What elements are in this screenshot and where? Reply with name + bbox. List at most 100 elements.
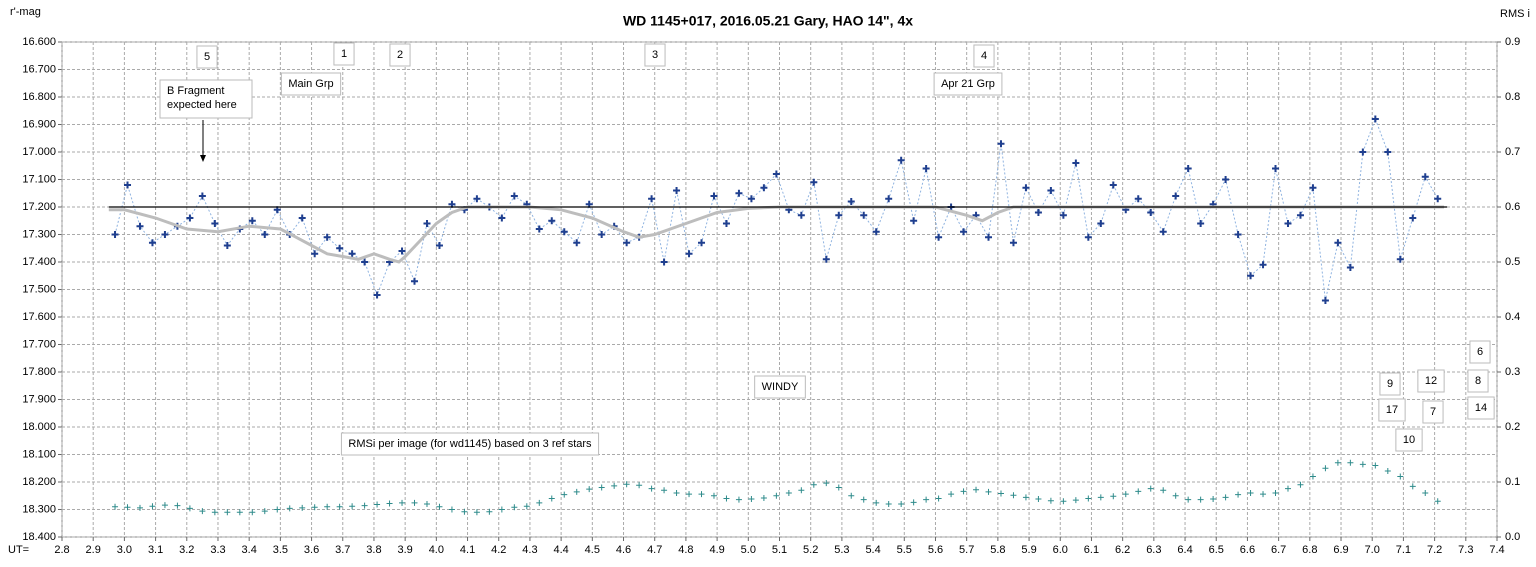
data-point xyxy=(423,501,430,507)
data-point xyxy=(274,506,281,513)
data-point xyxy=(710,492,717,499)
data-point xyxy=(985,488,992,495)
x-tick-label: 5.8 xyxy=(990,544,1005,556)
y-tick-label: 17.100 xyxy=(22,173,56,185)
data-point xyxy=(523,503,530,510)
data-point xyxy=(1097,220,1105,227)
data-point xyxy=(386,500,393,507)
data-point xyxy=(1160,487,1167,494)
data-point xyxy=(1072,159,1080,167)
y2-tick-label: 0.9 xyxy=(1505,36,1520,48)
annotation: 17 xyxy=(1378,398,1406,422)
data-point xyxy=(1110,493,1117,500)
data-point xyxy=(373,291,381,299)
annotation-box xyxy=(973,44,995,68)
data-point xyxy=(1159,228,1167,236)
data-point xyxy=(960,488,967,495)
data-point xyxy=(1359,461,1366,468)
data-point xyxy=(660,258,668,266)
y-tick-label: 18.100 xyxy=(22,448,56,460)
x-tick-label: 4.8 xyxy=(678,544,693,556)
data-point xyxy=(1384,148,1392,156)
data-point xyxy=(510,192,518,200)
data-point xyxy=(224,509,231,516)
data-point xyxy=(1322,465,1329,472)
data-point xyxy=(211,509,218,516)
x-tick-label: 5.7 xyxy=(959,544,974,556)
data-point xyxy=(573,239,581,247)
data-point xyxy=(1346,264,1354,271)
data-point xyxy=(873,499,880,506)
data-point xyxy=(411,499,418,506)
data-point xyxy=(673,187,681,194)
data-point xyxy=(261,231,269,238)
data-point xyxy=(698,239,706,247)
annotation-text: 14 xyxy=(1475,402,1487,414)
data-point xyxy=(1222,494,1229,501)
annotation: 3 xyxy=(644,43,666,67)
data-point xyxy=(860,496,867,503)
x-tick-label: 4.4 xyxy=(553,544,568,556)
data-point xyxy=(835,211,843,219)
x-tick-label: 3.1 xyxy=(148,544,163,556)
data-point xyxy=(511,504,518,511)
data-point xyxy=(236,509,243,516)
data-point xyxy=(211,220,219,227)
data-point xyxy=(498,506,505,513)
annotation-box xyxy=(754,375,806,399)
x-tick-label: 4.1 xyxy=(460,544,475,556)
annotation-box xyxy=(1378,398,1406,422)
data-point xyxy=(161,502,168,509)
data-point xyxy=(1135,488,1142,495)
annotation: B Fragment expected here xyxy=(159,79,253,162)
data-point xyxy=(798,487,805,494)
y-tick-label: 17.000 xyxy=(22,146,56,158)
data-point xyxy=(1210,496,1217,503)
data-point xyxy=(535,225,543,233)
data-point xyxy=(149,503,156,510)
data-point xyxy=(1147,209,1155,216)
data-point xyxy=(1284,220,1292,227)
data-point xyxy=(1184,165,1192,172)
data-point xyxy=(1234,231,1242,238)
y-tick-label: 17.300 xyxy=(22,228,56,240)
x-tick-label: 6.4 xyxy=(1177,544,1192,556)
annotation: 1 xyxy=(333,42,355,66)
annotation-box xyxy=(280,72,342,96)
data-point xyxy=(1297,481,1304,488)
data-point xyxy=(822,255,830,263)
annotation: 4 xyxy=(973,44,995,68)
data-point xyxy=(536,499,543,506)
data-point xyxy=(922,165,930,172)
data-point xyxy=(1247,490,1254,496)
data-point xyxy=(186,505,193,512)
data-point xyxy=(1109,181,1117,189)
x-tick-label: 6.3 xyxy=(1146,544,1161,556)
data-point xyxy=(735,189,743,197)
y2-tick-label: 0.2 xyxy=(1505,421,1520,433)
x-tick-label: 5.3 xyxy=(834,544,849,556)
annotation-box xyxy=(1417,369,1445,393)
data-point xyxy=(872,228,880,236)
data-point xyxy=(573,488,580,495)
data-point xyxy=(1309,473,1316,480)
data-point xyxy=(399,499,406,506)
data-point xyxy=(1309,184,1317,192)
data-point xyxy=(299,504,306,511)
data-point xyxy=(1272,490,1279,496)
x-tick-label: 4.5 xyxy=(585,544,600,556)
data-point xyxy=(1247,272,1255,280)
annotation-text: 7 xyxy=(1430,406,1436,418)
y-tick-label: 17.700 xyxy=(22,338,56,350)
data-point xyxy=(1047,497,1054,504)
annotation-arrowhead xyxy=(200,155,206,162)
data-point xyxy=(835,484,842,491)
data-point xyxy=(336,503,343,510)
y2-tick-label: 0.5 xyxy=(1505,256,1520,268)
annotation-text: 17 xyxy=(1386,404,1398,416)
data-point xyxy=(298,214,306,222)
x-tick-label: 3.2 xyxy=(179,544,194,556)
data-point xyxy=(1284,485,1291,492)
data-point xyxy=(560,228,568,236)
annotation: 2 xyxy=(389,43,411,67)
